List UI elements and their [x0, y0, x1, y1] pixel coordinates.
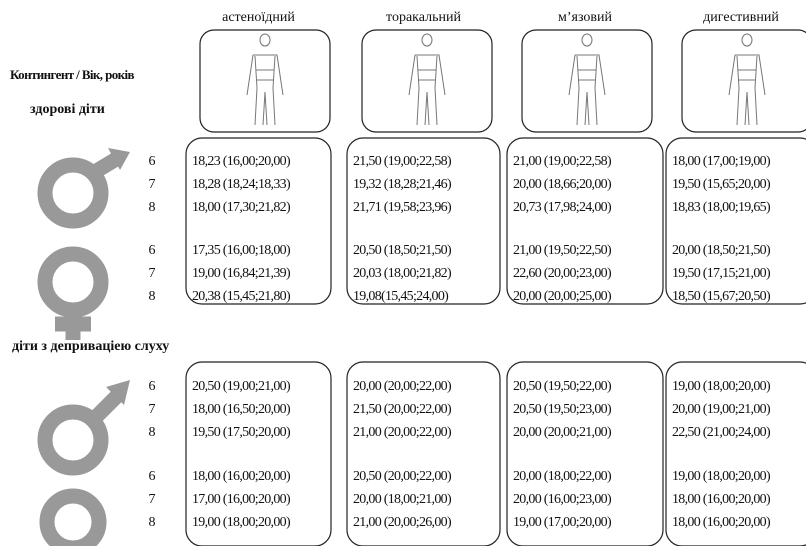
cell-value: 21,00 (20,00;22,00) [353, 425, 452, 440]
column-header: астеноїдний [222, 10, 295, 25]
cell-box [185, 137, 332, 305]
cell-box [665, 361, 806, 546]
cell-box [506, 137, 664, 305]
cell-value: 19,50 (17,50;20,00) [192, 425, 291, 440]
age-label: 6 [149, 379, 156, 394]
figure-box [199, 29, 331, 133]
age-label: 8 [149, 200, 156, 215]
cell-value: 19,08(15,45;24,00) [353, 289, 449, 304]
cell-value: 20,50 (19,50;22,00) [513, 379, 612, 394]
figure-box [361, 29, 493, 133]
cell-value: 18,00 (17,30;21,82) [192, 200, 291, 215]
cell-value: 20,50 (19,00;21,00) [192, 379, 291, 394]
cell-value: 22,50 (21,00;24,00) [672, 425, 771, 440]
age-label: 7 [149, 177, 156, 192]
column-header: торакальний [386, 10, 461, 25]
cell-value: 19,32 (18,28;21,46) [353, 177, 452, 192]
cell-value: 20,00 (19,00;21,00) [672, 402, 771, 417]
age-label: 8 [149, 289, 156, 304]
body-figure [728, 33, 766, 126]
age-label: 8 [149, 515, 156, 530]
cell-value: 19,00 (18,00;20,00) [672, 469, 771, 484]
cell-value: 18,00 (17,00;19,00) [672, 154, 771, 169]
cell-value: 20,00 (18,00;21,00) [353, 492, 452, 507]
cell-value: 20,00 (20,00;25,00) [513, 289, 612, 304]
cell-value: 17,00 (16,00;20,00) [192, 492, 291, 507]
cell-value: 20,50 (20,00;22,00) [353, 469, 452, 484]
cell-value: 20,00 (20,00;21,00) [513, 425, 612, 440]
row-label: Контингент / Вік, років [10, 67, 135, 82]
gender-symbols [37, 148, 130, 546]
cell-value: 19,00 (18,00;20,00) [192, 515, 291, 530]
body-figure [246, 33, 284, 126]
cell-value: 18,00 (16,00;20,00) [192, 469, 291, 484]
age-label: 7 [149, 402, 156, 417]
cell-value: 21,00 (20,00;26,00) [353, 515, 452, 530]
cell-value: 20,00 (18,50;21,50) [672, 243, 771, 258]
cell-value: 21,50 (20,00;22,00) [353, 402, 452, 417]
age-label: 6 [149, 243, 156, 258]
cell-value: 20,00 (20,00;22,00) [353, 379, 452, 394]
cell-value: 18,83 (18,00;19,65) [672, 200, 771, 215]
column-header: м’язовий [558, 10, 613, 25]
cell-value: 19,50 (15,65;20,00) [672, 177, 771, 192]
body-figure [568, 33, 606, 126]
column-header: дигестивний [703, 10, 779, 25]
cell-value: 21,00 (19,50;22,50) [513, 243, 612, 258]
cell-value: 17,35 (16,00;18,00) [192, 243, 291, 258]
cell-value: 20,38 (15,45;21,80) [192, 289, 291, 304]
age-label: 7 [149, 266, 156, 281]
age-label: 6 [149, 469, 156, 484]
cell-value: 20,00 (18,00;22,00) [513, 469, 612, 484]
cell-value: 18,28 (18,24;18,33) [192, 177, 291, 192]
section-title: здорові діти [30, 102, 105, 117]
cell-value: 20,03 (18,00;21,82) [353, 266, 452, 281]
cell-value: 19,00 (17,00;20,00) [513, 515, 612, 530]
cell-value: 21,71 (19,58;23,96) [353, 200, 452, 215]
cell-box [185, 361, 332, 546]
cell-value: 18,50 (15,67;20,50) [672, 289, 771, 304]
cell-value: 20,00 (16,00;23,00) [513, 492, 612, 507]
cell-value: 18,00 (16,00;20,00) [672, 515, 771, 530]
cell-value: 18,00 (16,00;20,00) [672, 492, 771, 507]
figure-box [681, 29, 806, 133]
cell-value: 20,50 (19,50;23,00) [513, 402, 612, 417]
figure-box [521, 29, 653, 133]
section-title: діти з деприваціею слуху [12, 339, 169, 354]
age-label: 6 [149, 154, 156, 169]
cell-box [665, 137, 806, 305]
cell-value: 18,00 (16,50;20,00) [192, 402, 291, 417]
cell-value: 21,00 (19,00;22,58) [513, 154, 612, 169]
cell-value: 19,00 (16,84;21,39) [192, 266, 291, 281]
cell-box [346, 361, 501, 546]
cell-box [346, 137, 501, 305]
cell-value: 20,50 (18,50;21,50) [353, 243, 452, 258]
cell-box [506, 361, 664, 546]
cell-value: 18,23 (16,00;20,00) [192, 154, 291, 169]
age-label: 8 [149, 425, 156, 440]
cell-value: 19,50 (17,15;21,00) [672, 266, 771, 281]
age-label: 7 [149, 492, 156, 507]
cell-value: 20,00 (18,66;20,00) [513, 177, 612, 192]
body-figure [408, 33, 446, 126]
cell-value: 21,50 (19,00;22,58) [353, 154, 452, 169]
cell-value: 20,73 (17,98;24,00) [513, 200, 612, 215]
cell-value: 22,60 (20,00;23,00) [513, 266, 612, 281]
cell-value: 19,00 (18,00;20,00) [672, 379, 771, 394]
